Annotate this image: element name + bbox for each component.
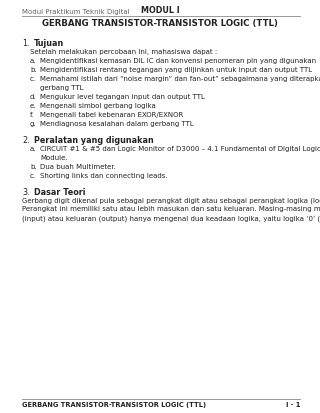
Text: Mengenali simbol gerbang logika: Mengenali simbol gerbang logika <box>40 103 156 109</box>
Text: b.: b. <box>30 67 36 73</box>
Text: Mengukur level tegangan input dan output TTL: Mengukur level tegangan input dan output… <box>40 94 205 100</box>
Text: Mengenali tabel kebenaran EXOR/EXNOR: Mengenali tabel kebenaran EXOR/EXNOR <box>40 112 183 118</box>
Text: gerbang TTL: gerbang TTL <box>40 85 84 91</box>
Text: Modul Praktikum Teknik Digital: Modul Praktikum Teknik Digital <box>22 9 130 15</box>
Text: I - 1: I - 1 <box>286 401 300 407</box>
Text: e.: e. <box>30 103 36 109</box>
Text: c.: c. <box>30 173 36 178</box>
Text: MODUL I: MODUL I <box>140 6 180 15</box>
Text: a.: a. <box>30 58 36 64</box>
Text: g.: g. <box>30 121 36 127</box>
Text: Shorting links dan connecting leads.: Shorting links dan connecting leads. <box>40 173 168 178</box>
Text: GERBANG TRANSISTOR-TRANSISTOR LOGIC (TTL): GERBANG TRANSISTOR-TRANSISTOR LOGIC (TTL… <box>42 19 278 28</box>
Text: Memahami istilah dari “noise margin” dan fan-out” sebagaimana yang diterapkan un: Memahami istilah dari “noise margin” dan… <box>40 76 320 82</box>
Text: (input) atau keluaran (output) hanya mengenal dua keadaan logika, yaitu logika ‘: (input) atau keluaran (output) hanya men… <box>22 214 320 221</box>
Text: 2.: 2. <box>22 136 30 145</box>
Text: CIRCUIT #1 & #5 dan Logic Monitor of D3000 – 4.1 Fundamental of Digital Logic-1: CIRCUIT #1 & #5 dan Logic Monitor of D30… <box>40 146 320 152</box>
Text: 1.: 1. <box>22 39 29 48</box>
Text: b.: b. <box>30 164 36 170</box>
Text: d.: d. <box>30 94 36 100</box>
Text: f.: f. <box>30 112 34 118</box>
Text: Dua buah Multimeter.: Dua buah Multimeter. <box>40 164 116 170</box>
Text: Tujuan: Tujuan <box>34 39 64 48</box>
Text: Gerbang digit dikenal pula sebagai perangkat digit atau sebagai perangkat logika: Gerbang digit dikenal pula sebagai peran… <box>22 197 320 204</box>
Text: Mengidentifikasi kemasan DIL IC dan konvensi penomeran pin yang digunakan: Mengidentifikasi kemasan DIL IC dan konv… <box>40 58 316 64</box>
Text: Setelah melakukan percobaan ini, mahasiswa dapat :: Setelah melakukan percobaan ini, mahasis… <box>30 49 217 55</box>
Text: a.: a. <box>30 146 36 152</box>
Text: GERBANG TRANSISTOR-TRANSISTOR LOGIC (TTL): GERBANG TRANSISTOR-TRANSISTOR LOGIC (TTL… <box>22 401 206 407</box>
Text: Peralatan yang digunakan: Peralatan yang digunakan <box>34 136 154 145</box>
Text: Mengidentifikasi rentang tegangan yang diijinkan untuk input dan output TTL: Mengidentifikasi rentang tegangan yang d… <box>40 67 312 73</box>
Text: Mendiagnosa kesalahan dalam gerbang TTL: Mendiagnosa kesalahan dalam gerbang TTL <box>40 121 194 127</box>
Text: Module.: Module. <box>40 154 68 161</box>
Text: c.: c. <box>30 76 36 82</box>
Text: 3.: 3. <box>22 188 29 197</box>
Text: Perangkat ini memiliki satu atau lebih masukan dan satu keluaran. Masing-masing : Perangkat ini memiliki satu atau lebih m… <box>22 206 320 212</box>
Text: Dasar Teori: Dasar Teori <box>34 188 85 197</box>
